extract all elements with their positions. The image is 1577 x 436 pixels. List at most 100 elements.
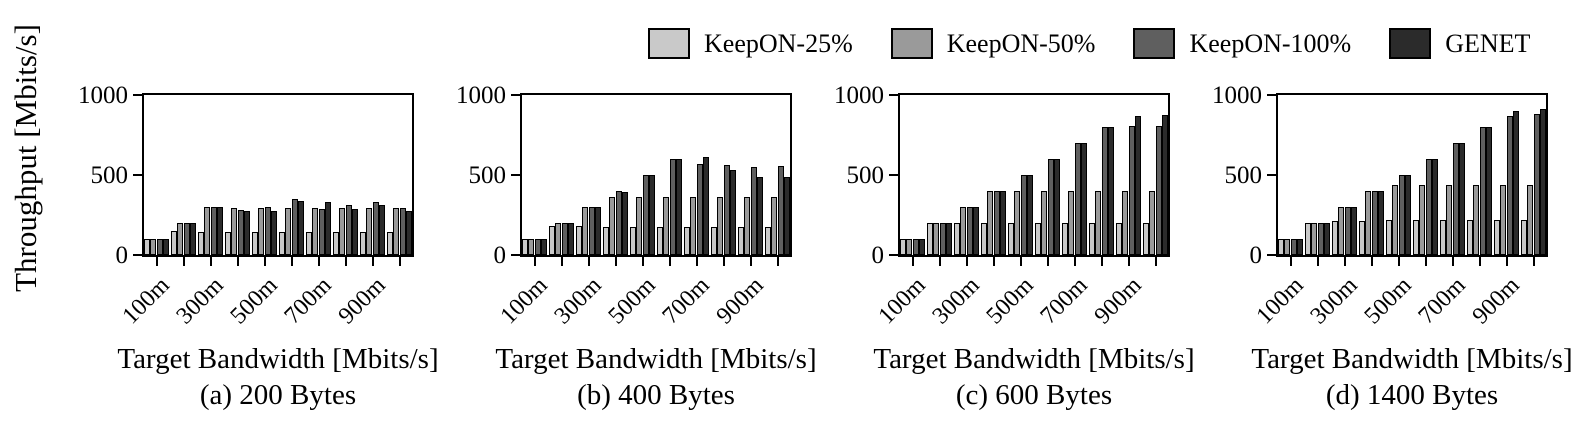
subplot-a: Target Bandwidth [Mbits/s] (a) 200 Bytes… <box>78 83 439 436</box>
bar <box>576 226 583 255</box>
subplot-caption: (c) 600 Bytes <box>955 379 1113 411</box>
x-tick <box>1289 257 1292 266</box>
bar <box>351 209 358 255</box>
y-tick-label: 0 <box>115 242 129 269</box>
bar <box>1413 219 1420 255</box>
bar <box>744 196 751 255</box>
bar <box>1521 219 1528 255</box>
bar <box>621 191 628 255</box>
x-tick <box>1154 257 1157 266</box>
bar <box>324 202 331 255</box>
x-tick <box>182 257 185 266</box>
bar <box>1143 223 1150 255</box>
subplot-c: Target Bandwidth [Mbits/s] (c) 600 Bytes… <box>834 83 1195 436</box>
bar <box>1089 223 1096 255</box>
bar <box>717 196 724 255</box>
x-tick <box>641 257 644 266</box>
bar <box>1452 143 1459 255</box>
bar <box>231 207 238 255</box>
bar <box>900 239 907 255</box>
bar <box>675 159 682 255</box>
x-tick <box>776 257 779 266</box>
x-tick <box>992 257 995 266</box>
bar <box>1026 175 1033 255</box>
x-axis-label: Target Bandwidth [Mbits/s] <box>873 343 1195 375</box>
bar <box>561 223 568 255</box>
bar <box>918 239 925 255</box>
x-tick <box>1424 257 1427 266</box>
bar <box>960 207 967 255</box>
y-tick-label: 1000 <box>78 82 128 109</box>
legend: KeepON-25% KeepON-50% KeepON-100% GENET <box>648 28 1530 59</box>
y-tick <box>1267 254 1276 256</box>
y-tick-label: 500 <box>468 162 507 189</box>
bar <box>777 166 784 255</box>
legend-swatch-keepon-25 <box>648 28 690 59</box>
bar <box>1122 191 1129 255</box>
x-tick <box>749 257 752 266</box>
bar <box>1473 184 1480 255</box>
bar <box>594 207 601 255</box>
bar <box>738 227 745 255</box>
bar <box>1116 223 1123 255</box>
bar <box>528 239 535 255</box>
bar <box>1350 207 1357 255</box>
y-tick-label: 1000 <box>1212 82 1262 109</box>
bar <box>771 196 778 255</box>
bar <box>927 223 934 255</box>
bar <box>1020 175 1027 255</box>
x-tick <box>938 257 941 266</box>
y-tick-label: 0 <box>871 242 885 269</box>
bar <box>981 223 988 255</box>
legend-label: GENET <box>1445 28 1531 58</box>
bar <box>1149 191 1156 255</box>
bar <box>1365 191 1372 255</box>
bar <box>1371 191 1378 255</box>
y-axis-label: Throughput [Mbits/s] <box>8 24 43 292</box>
x-tick <box>317 257 320 266</box>
bar <box>345 204 352 255</box>
bar <box>1458 143 1465 255</box>
bar <box>210 207 217 255</box>
bar <box>702 156 709 255</box>
bar <box>540 239 547 255</box>
x-axis-label: Target Bandwidth [Mbits/s] <box>495 343 817 375</box>
bar <box>1035 223 1042 255</box>
bar <box>1053 159 1060 255</box>
x-tick <box>614 257 617 266</box>
bar <box>1419 184 1426 255</box>
bar <box>933 223 940 255</box>
x-tick <box>560 257 563 266</box>
y-tick-label: 500 <box>1224 162 1263 189</box>
bar <box>1014 191 1021 255</box>
bar <box>636 196 643 255</box>
bar <box>1386 219 1393 255</box>
subplot-caption: (b) 400 Bytes <box>577 379 735 411</box>
bar <box>603 227 610 255</box>
bar <box>252 231 259 255</box>
bar <box>696 163 703 255</box>
x-tick <box>155 257 158 266</box>
bar <box>1278 239 1285 255</box>
bar <box>333 231 340 255</box>
bar <box>1134 115 1141 255</box>
subplot-b: Target Bandwidth [Mbits/s] (b) 400 Bytes… <box>456 83 817 436</box>
y-tick <box>1267 174 1276 176</box>
bar <box>183 223 190 255</box>
bar <box>1074 143 1081 255</box>
bar <box>405 211 412 255</box>
bar <box>279 231 286 255</box>
bar <box>258 207 265 255</box>
y-tick <box>133 254 142 256</box>
bar <box>1095 191 1102 255</box>
bar <box>399 207 406 255</box>
bar <box>1392 185 1399 255</box>
bar <box>657 227 664 255</box>
bar <box>144 239 151 255</box>
bar <box>663 196 670 255</box>
bar <box>630 227 637 255</box>
bar <box>171 231 178 255</box>
bar <box>1161 115 1168 255</box>
bar <box>987 191 994 255</box>
